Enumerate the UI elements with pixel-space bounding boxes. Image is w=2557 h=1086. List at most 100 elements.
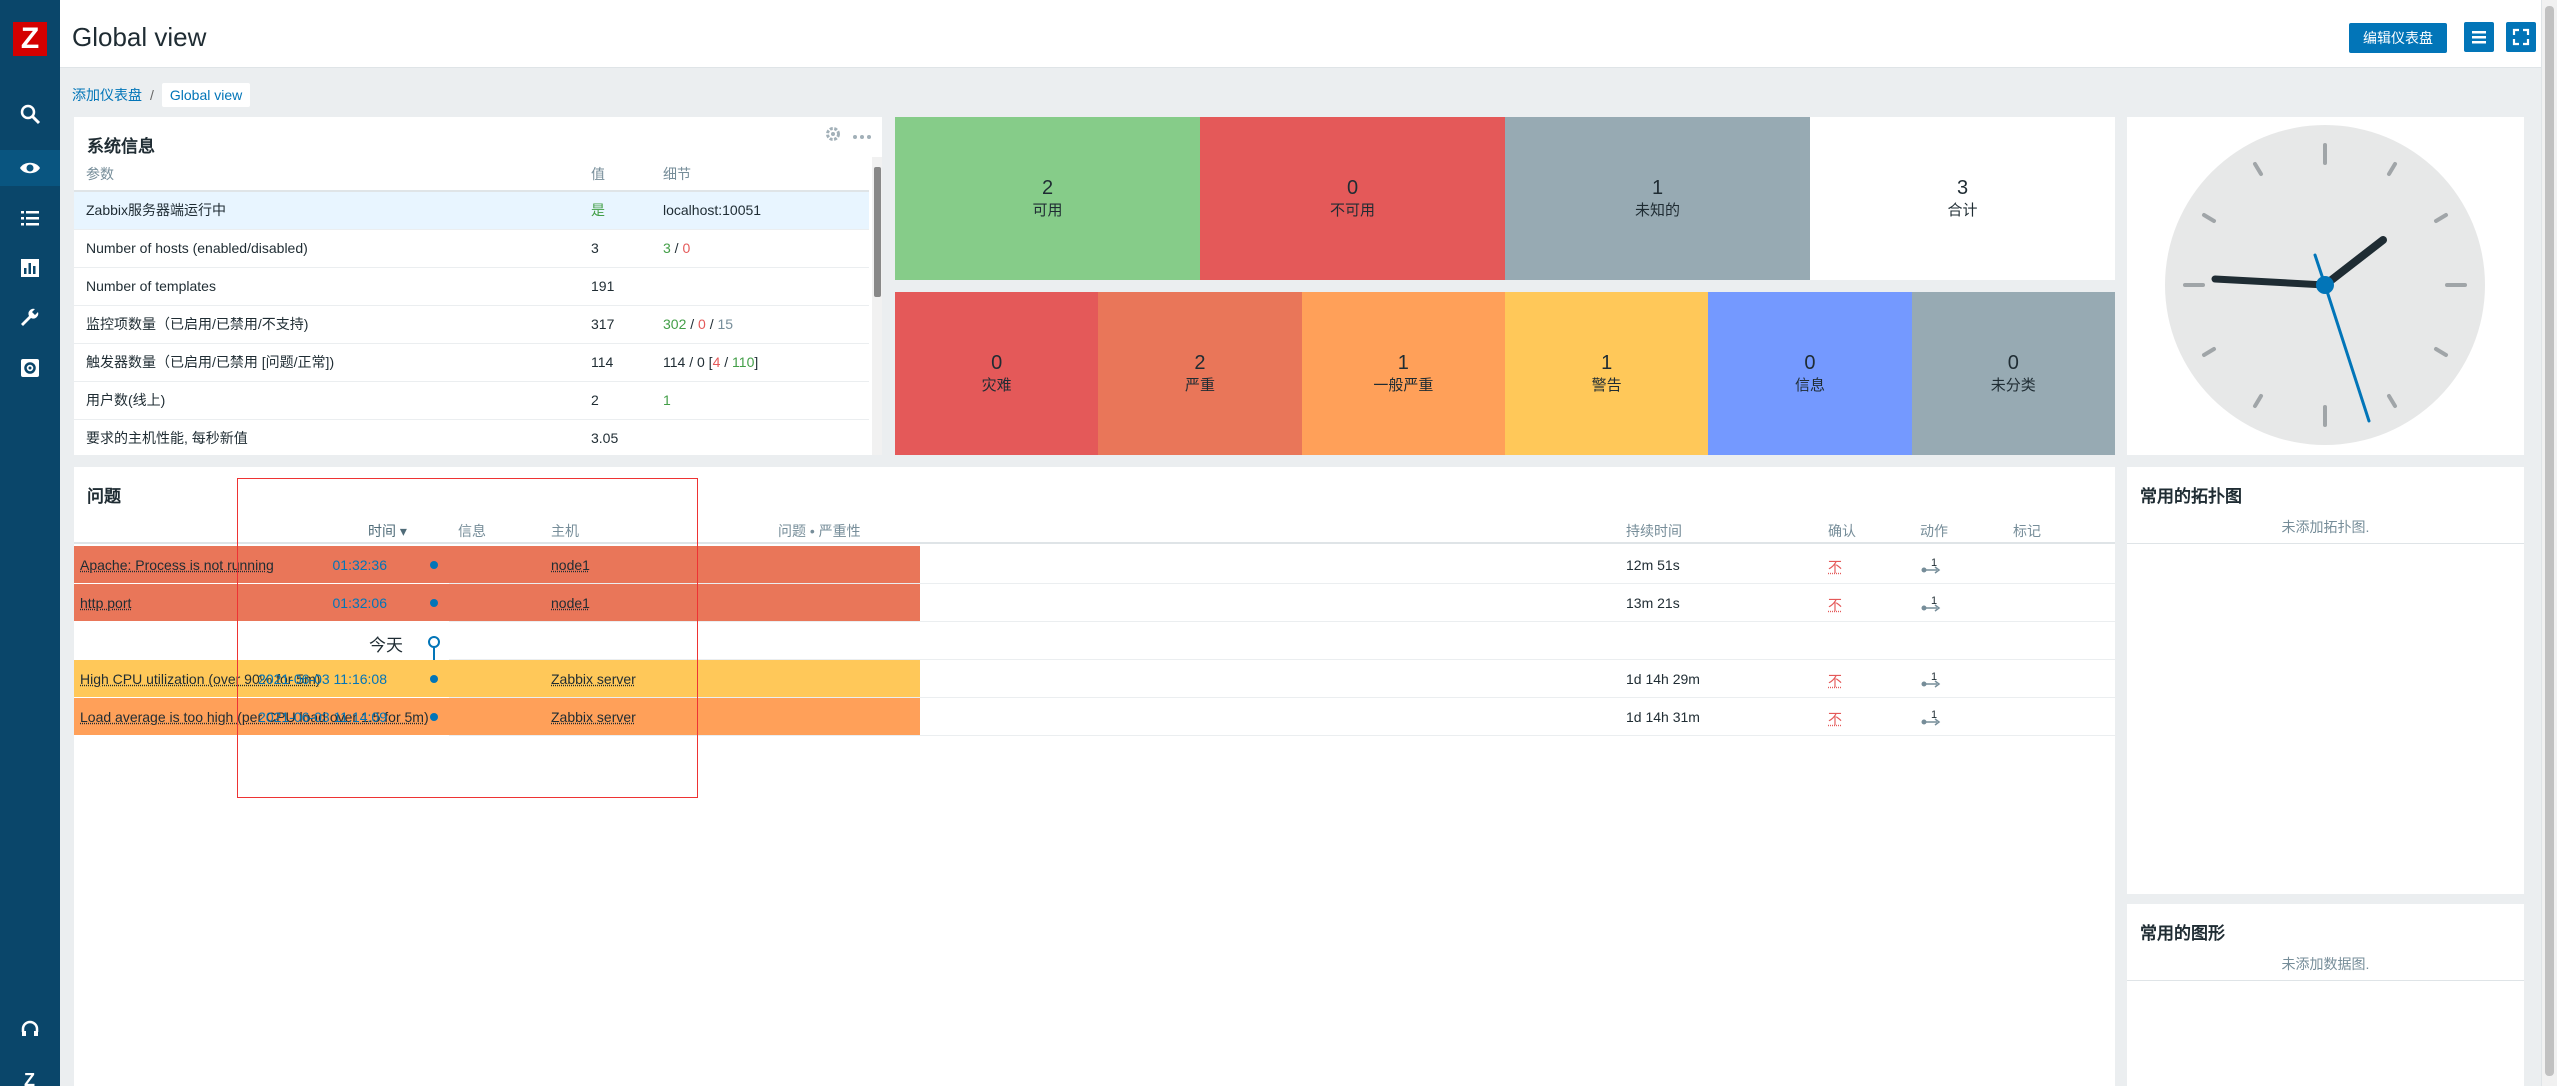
- empty-message: 未添加数据图.: [2127, 954, 2524, 974]
- widget-title: 常用的图形: [2140, 919, 2225, 944]
- detail-cell: 114 / 0 [4 / 110]: [651, 343, 869, 381]
- more-options-icon[interactable]: [852, 128, 872, 146]
- gear-admin-icon[interactable]: [14, 352, 46, 384]
- system-info-table: 参数 值 细节 Zabbix服务器端运行中 是 localhost:10051 …: [74, 157, 869, 455]
- value-cell: 3: [579, 229, 651, 267]
- severity-information[interactable]: 0 信息: [1708, 292, 1911, 455]
- actions-icon[interactable]: 1: [1920, 557, 1942, 578]
- problems-by-severity-widget: 0 灾难 2 严重 1 一般严重 1 警告 0 信息 0 未分类: [895, 292, 2115, 455]
- param-cell: Number of templates: [74, 267, 579, 305]
- table-row: Zabbix服务器端运行中 是 localhost:10051: [74, 191, 869, 229]
- availability-total[interactable]: 3 合计: [1810, 117, 2115, 280]
- severity-average[interactable]: 1 一般严重: [1302, 292, 1505, 455]
- header: Global view 编辑仪表盘: [60, 0, 2541, 68]
- table-row: Number of hosts (enabled/disabled) 3 3 /…: [74, 229, 869, 267]
- menu-icon[interactable]: [2464, 22, 2494, 52]
- column-header[interactable]: 问题 • 严重性: [778, 521, 861, 541]
- page-title: Global view: [72, 22, 206, 53]
- favorite-maps-widget: 常用的拓扑图 未添加拓扑图.: [2127, 467, 2524, 894]
- table-row: 用户数(线上) 2 1: [74, 381, 869, 419]
- svg-text:1: 1: [1931, 557, 1937, 569]
- detail-cell: localhost:10051: [651, 191, 869, 229]
- breadcrumb: 添加仪表盘 / Global view: [72, 82, 250, 108]
- availability-unavailable[interactable]: 0 不可用: [1200, 117, 1505, 280]
- duration-cell: 1d 14h 31m: [1626, 709, 1700, 725]
- detail-cell: [651, 419, 869, 455]
- actions-icon[interactable]: 1: [1920, 595, 1942, 616]
- reports-chart-icon[interactable]: [14, 252, 46, 284]
- empty-message: 未添加拓扑图.: [2127, 517, 2524, 537]
- breadcrumb-dashboards-link[interactable]: 添加仪表盘: [72, 85, 142, 105]
- search-icon[interactable]: [14, 98, 46, 130]
- severity-warning[interactable]: 1 警告: [1505, 292, 1708, 455]
- param-cell: Zabbix服务器端运行中: [74, 191, 579, 229]
- detail-cell: 302 / 0 / 15: [651, 305, 869, 343]
- ack-link[interactable]: 不: [1828, 671, 1842, 691]
- page-scrollbar[interactable]: [2541, 0, 2557, 1086]
- clock-face: [2127, 117, 2524, 455]
- value-cell: 114: [579, 343, 651, 381]
- favorite-graphs-widget: 常用的图形 未添加数据图.: [2127, 904, 2524, 1086]
- duration-cell: 12m 51s: [1626, 557, 1680, 573]
- table-row: 要求的主机性能, 每秒新值 3.05: [74, 419, 869, 455]
- svg-text:Z: Z: [24, 1070, 35, 1086]
- svg-text:1: 1: [1931, 709, 1937, 721]
- value-cell: 2: [579, 381, 651, 419]
- ack-link[interactable]: 不: [1828, 709, 1842, 729]
- column-header: 参数: [74, 157, 579, 191]
- availability-unknown[interactable]: 1 未知的: [1505, 117, 1810, 280]
- highlight-annotation-box: [237, 478, 698, 798]
- param-cell: 触发器数量（已启用/已禁用 [问题/正常]): [74, 343, 579, 381]
- severity-high[interactable]: 2 严重: [1098, 292, 1301, 455]
- column-header: 持续时间: [1626, 521, 1682, 541]
- severity-disaster[interactable]: 0 灾难: [895, 292, 1098, 455]
- param-cell: 要求的主机性能, 每秒新值: [74, 419, 579, 455]
- wrench-config-icon[interactable]: [14, 302, 46, 334]
- actions-icon[interactable]: 1: [1920, 709, 1942, 730]
- column-header: 标记: [2013, 521, 2041, 541]
- svg-text:1: 1: [1931, 595, 1937, 607]
- value-cell: 191: [579, 267, 651, 305]
- detail-cell: 1: [651, 381, 869, 419]
- column-header: 确认: [1828, 521, 1856, 541]
- param-cell: Number of hosts (enabled/disabled): [74, 229, 579, 267]
- host-availability-widget: 2 可用 0 不可用 1 未知的 3 合计: [895, 117, 2115, 280]
- edit-dashboard-button[interactable]: 编辑仪表盘: [2349, 23, 2447, 53]
- breadcrumb-current[interactable]: Global view: [162, 83, 250, 107]
- table-row: 触发器数量（已启用/已禁用 [问题/正常]) 114 114 / 0 [4 / …: [74, 343, 869, 381]
- widget-scrollbar[interactable]: [872, 157, 882, 455]
- zabbix-logo[interactable]: Z: [13, 22, 47, 56]
- zabbix-share-icon[interactable]: Z: [14, 1062, 46, 1086]
- param-cell: 用户数(线上): [74, 381, 579, 419]
- table-row: Number of templates 191: [74, 267, 869, 305]
- widget-title: 常用的拓扑图: [2140, 482, 2242, 507]
- value-cell: 3.05: [579, 419, 651, 455]
- actions-icon[interactable]: 1: [1920, 671, 1942, 692]
- gear-icon[interactable]: [824, 125, 842, 148]
- fullscreen-icon[interactable]: [2506, 22, 2536, 52]
- ack-link[interactable]: 不: [1828, 595, 1842, 615]
- widget-title: 系统信息: [87, 132, 155, 157]
- ack-link[interactable]: 不: [1828, 557, 1842, 577]
- list-inventory-icon[interactable]: [14, 202, 46, 234]
- widget-title: 问题: [87, 482, 121, 507]
- sidebar: Z Z: [0, 0, 60, 1086]
- detail-cell: 3 / 0: [651, 229, 869, 267]
- column-header: 值: [579, 157, 651, 191]
- clock-widget: [2127, 117, 2524, 455]
- duration-cell: 1d 14h 29m: [1626, 671, 1700, 687]
- value-cell: 317: [579, 305, 651, 343]
- svg-text:1: 1: [1931, 671, 1937, 683]
- detail-cell: [651, 267, 869, 305]
- support-headset-icon[interactable]: [14, 1014, 46, 1046]
- eye-monitoring-icon[interactable]: [0, 150, 60, 186]
- availability-available[interactable]: 2 可用: [895, 117, 1200, 280]
- system-info-widget: 系统信息 参数 值 细节 Zabbix服务器端运行中 是 localhost:1…: [74, 117, 882, 455]
- table-row: 监控项数量（已启用/已禁用/不支持) 317 302 / 0 / 15: [74, 305, 869, 343]
- column-header: 动作: [1920, 521, 1948, 541]
- duration-cell: 13m 21s: [1626, 595, 1680, 611]
- param-cell: 监控项数量（已启用/已禁用/不支持): [74, 305, 579, 343]
- column-header: 细节: [651, 157, 869, 191]
- value-cell: 是: [579, 191, 651, 229]
- severity-not-classified[interactable]: 0 未分类: [1912, 292, 2115, 455]
